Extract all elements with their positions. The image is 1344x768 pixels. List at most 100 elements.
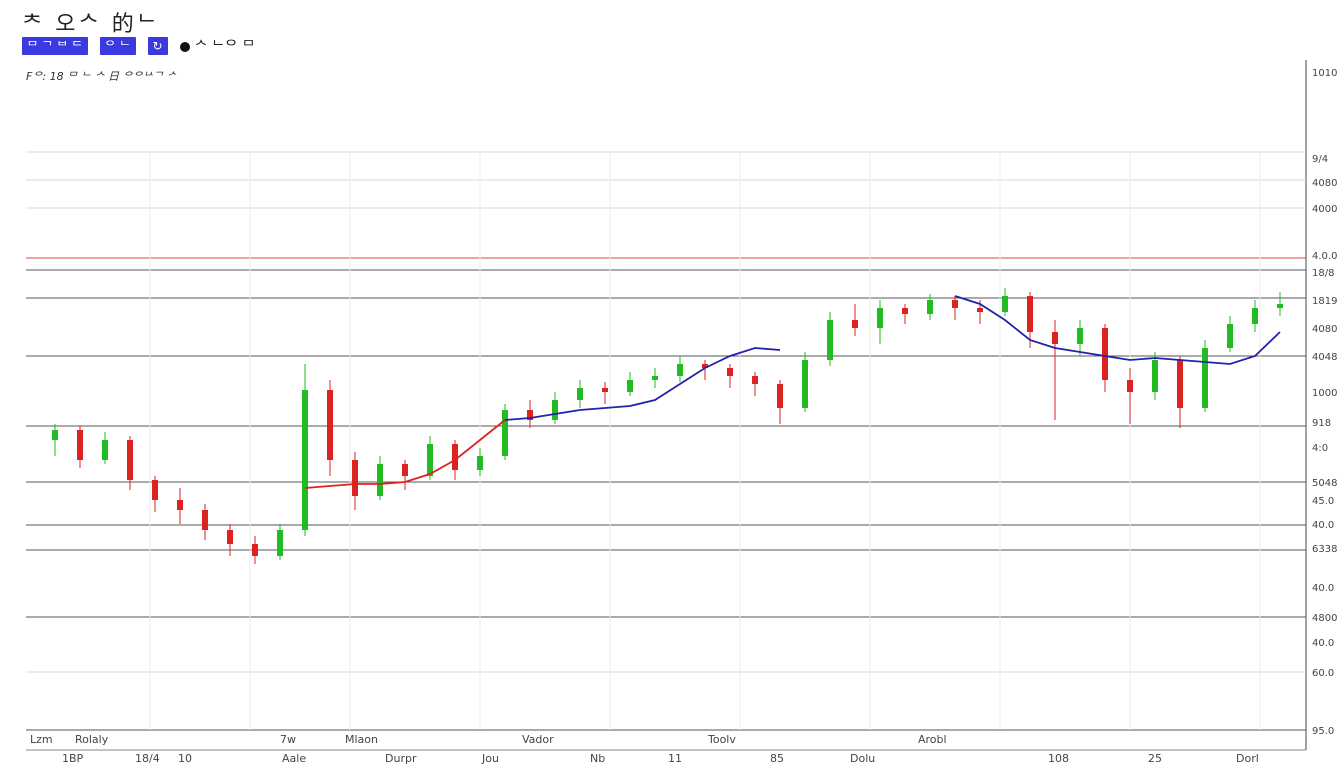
candle-up [627, 380, 633, 392]
x-tick-label: 1BP [62, 752, 84, 765]
y-tick-label: 5048 [1312, 478, 1337, 489]
x-tick-label: 18/4 [135, 752, 160, 765]
x-tick-label: Dolu [850, 752, 875, 765]
x-tick-label: Jou [481, 752, 499, 765]
candle-down [402, 464, 408, 476]
y-tick-label: 4000 [1312, 204, 1337, 215]
candle-down [77, 430, 83, 460]
x-upper-label: Arobl [918, 733, 947, 746]
y-tick-label: 6338 [1312, 544, 1337, 555]
x-upper-label: Rolaly [75, 733, 109, 746]
candle-down [1177, 360, 1183, 408]
candle-down [752, 376, 758, 384]
candle-up [1077, 328, 1083, 344]
candle-up [802, 360, 808, 408]
page-title: ᄎ 오ᄉ 的ᄂ [22, 12, 160, 37]
toolbar-button-0[interactable]: ᄆ ᄀ ᄇ ᄃ [22, 37, 88, 55]
candle-up [552, 400, 558, 420]
candle-down [902, 308, 908, 314]
candle-down [152, 480, 158, 500]
legend-label: ᄉ ᄂᄋ ᄆ [194, 39, 255, 55]
candle-down [227, 530, 233, 544]
moving-average-blue [954, 295, 1281, 365]
candle-down [127, 440, 133, 480]
y-tick-label: 40.0 [1312, 583, 1334, 594]
moving-average-red [304, 419, 506, 489]
y-tick-label: 918 [1312, 418, 1331, 429]
x-tick-label: Aale [282, 752, 306, 765]
moving-average-blue [504, 347, 781, 421]
y-tick-label: 95.0 [1312, 726, 1334, 737]
y-tick-label: 1819 [1312, 296, 1337, 307]
candle-down [177, 500, 183, 510]
candle-up [1252, 308, 1258, 324]
candle-down [702, 364, 708, 368]
x-tick-label: 10 [178, 752, 192, 765]
x-tick-label: 108 [1048, 752, 1069, 765]
candle-down [202, 510, 208, 530]
legend: ᄉ ᄂᄋ ᄆ [179, 36, 255, 56]
candle-up [477, 456, 483, 470]
x-upper-label: Toolv [707, 733, 736, 746]
candle-up [827, 320, 833, 360]
candle-up [52, 430, 58, 440]
x-tick-label: Nb [590, 752, 605, 765]
candle-down [352, 460, 358, 496]
candle-up [652, 376, 658, 380]
candle-down [602, 388, 608, 392]
candle-up [1277, 304, 1283, 308]
candle-down [727, 368, 733, 376]
y-tick-label: 9/4 [1312, 154, 1328, 165]
candle-up [377, 464, 383, 496]
legend-dot-icon [179, 42, 190, 52]
refresh-button[interactable]: ↻ [147, 37, 168, 55]
candle-down [852, 320, 858, 328]
x-tick-label: Dorl [1236, 752, 1259, 765]
y-tick-label: 18/8 [1312, 268, 1334, 279]
candle-down [452, 444, 458, 470]
candle-up [427, 444, 433, 476]
candle-up [302, 390, 308, 530]
candle-up [677, 364, 683, 376]
candle-up [1152, 360, 1158, 392]
candle-up [102, 440, 108, 460]
y-tick-label: 40.0 [1312, 638, 1334, 649]
y-tick-label: 4080 [1312, 324, 1337, 335]
x-upper-label: Lzm [30, 733, 53, 746]
candle-down [952, 300, 958, 308]
x-upper-label: Mlaon [345, 733, 378, 746]
x-upper-label: 7w [280, 733, 296, 746]
candle-up [927, 300, 933, 314]
candle-down [1027, 296, 1033, 332]
x-tick-label: Durpr [385, 752, 417, 765]
candle-down [327, 390, 333, 460]
chart-subtitle: Fᄋ: 18 ᄆ ᄂ ᄉ 日 ᄋᄋᄂᄉᄀ ᄼ [26, 70, 177, 83]
candle-down [527, 410, 533, 420]
y-tick-label: 4:0 [1312, 443, 1328, 454]
candle-up [1202, 348, 1208, 408]
y-tick-label: 60.0 [1312, 668, 1334, 679]
candle-down [977, 308, 983, 312]
candle-up [1227, 324, 1233, 348]
candle-down [1052, 332, 1058, 344]
candle-up [277, 530, 283, 556]
candle-up [502, 410, 508, 456]
candle-down [1127, 380, 1133, 392]
x-tick-label: 11 [668, 752, 682, 765]
candle-up [577, 388, 583, 400]
x-upper-label: Vador [522, 733, 554, 746]
candle-down [252, 544, 258, 556]
y-tick-label: 45.0 [1312, 496, 1334, 507]
candle-down [777, 384, 783, 408]
y-tick-label: 1000 [1312, 388, 1337, 399]
candle-down [1102, 328, 1108, 380]
y-tick-label: 1010 [1312, 68, 1337, 79]
y-tick-label: 4048 [1312, 352, 1337, 363]
y-tick-label: 4800 [1312, 613, 1337, 624]
toolbar-button-1[interactable]: ᄋ ᄂ [99, 37, 136, 55]
toolbar: ᄆ ᄀ ᄇ ᄃ ᄋ ᄂ ↻ ᄉ ᄂᄋ ᄆ [22, 36, 255, 56]
candle-up [877, 308, 883, 328]
y-tick-label: 4.0.0 [1312, 251, 1337, 262]
x-tick-label: 25 [1148, 752, 1162, 765]
